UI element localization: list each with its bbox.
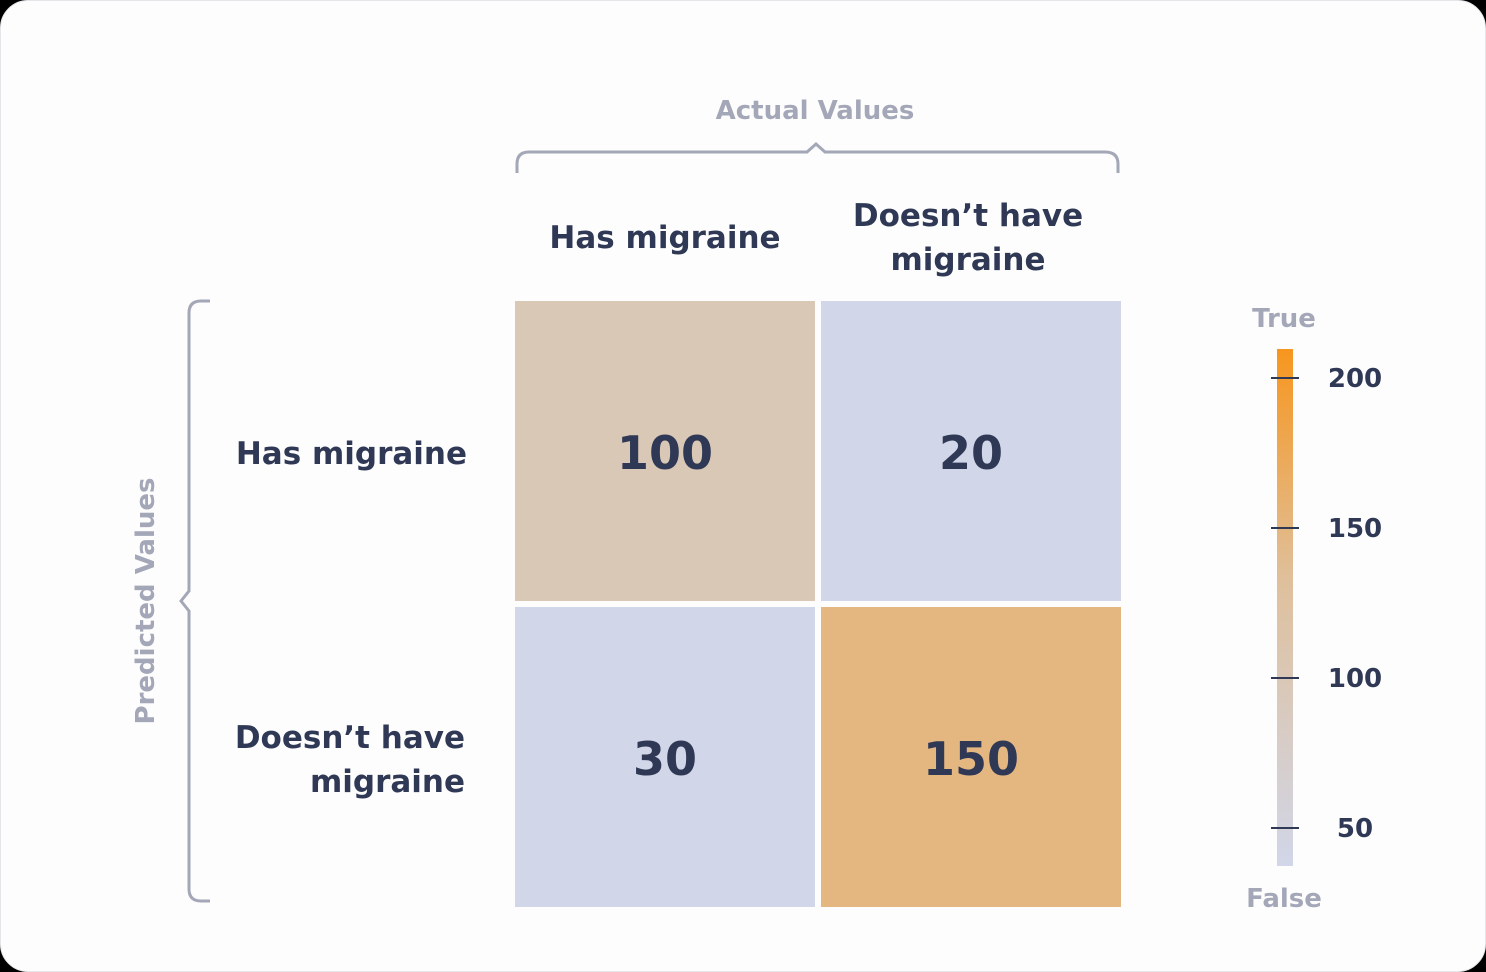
colorbar [1277,349,1293,866]
colorbar-bottom-label: False [1246,884,1322,914]
x-axis-title: Actual Values [716,96,915,126]
cell-doesnt-doesnt [821,607,1121,907]
cell-value-doesnt-has: 30 [633,732,697,786]
colorbar-tick-label: 50 [1337,814,1373,844]
x-axis-brace [515,141,1120,173]
colorbar-ticks: 200 150 100 50 [1271,364,1382,844]
cell-has-doesnt [821,301,1121,601]
colorbar-tick-label: 200 [1328,364,1382,394]
y-axis-brace [179,299,210,903]
colorbar-top-label: True [1252,304,1316,334]
column-header-has-migraine: Has migraine [549,220,780,256]
y-axis-title: Predicted Values [131,478,161,725]
colorbar-tick-label: 100 [1328,664,1382,694]
cell-value-doesnt-doesnt: 150 [923,732,1019,786]
cell-has-has [515,301,815,601]
cell-doesnt-has [515,607,815,907]
cell-value-has-has: 100 [617,426,713,480]
row-header-doesnt-have-migraine: Doesn’t have migraine [235,720,465,800]
cell-value-has-doesnt: 20 [939,426,1003,480]
column-header-doesnt-have-migraine: Doesn’t have migraine [853,198,1083,278]
colorbar-tick-label: 150 [1328,514,1382,544]
row-header-has-migraine: Has migraine [236,436,467,472]
